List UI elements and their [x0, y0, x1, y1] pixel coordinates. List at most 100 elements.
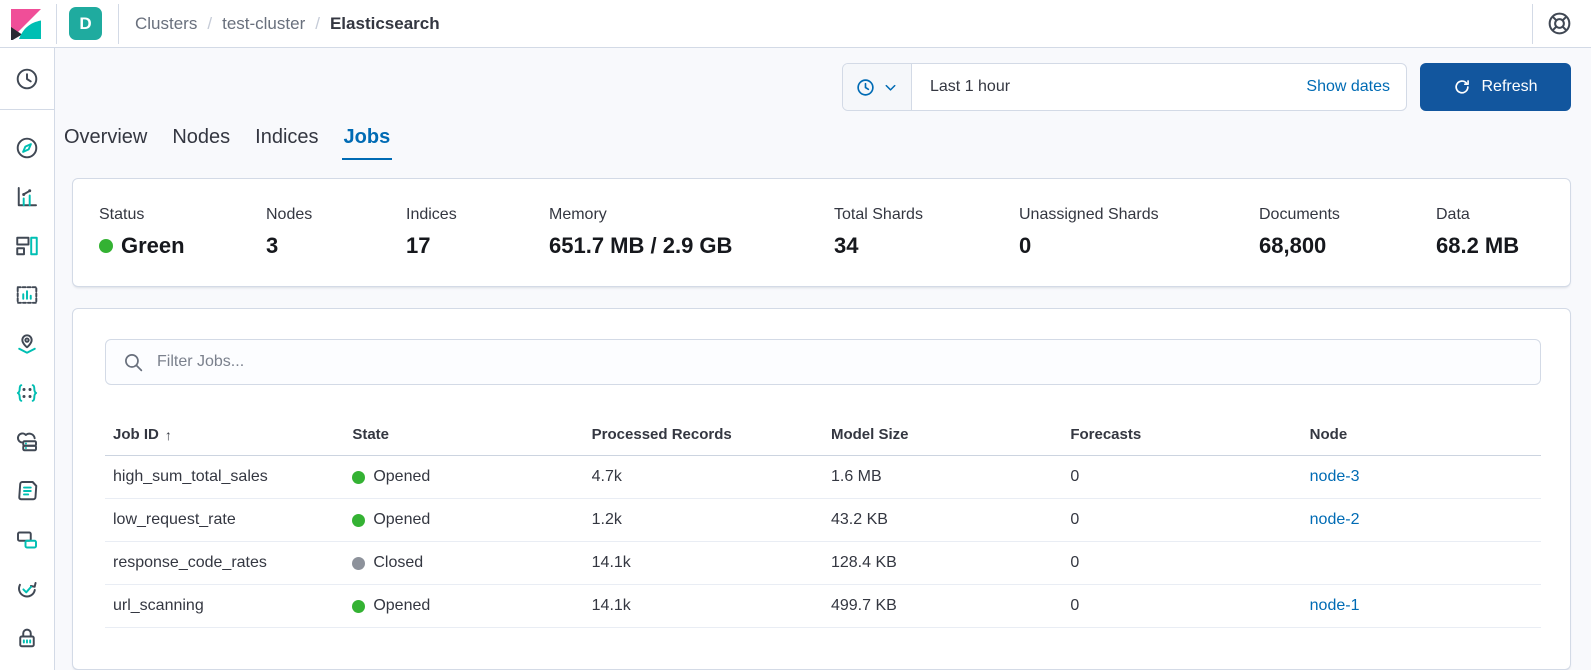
tab-jobs[interactable]: Jobs — [341, 122, 393, 160]
forecasts-cell: 0 — [1070, 511, 1080, 528]
job-id-cell: high_sum_total_sales — [113, 468, 268, 485]
state-cell: Closed — [344, 542, 583, 584]
model-size-cell: 499.7 KB — [830, 597, 897, 614]
stat-data: Data 68.2 MB — [1436, 205, 1570, 260]
deployment-badge[interactable]: D — [69, 7, 102, 40]
stat-value: 3 — [266, 233, 279, 258]
state-dot — [352, 513, 366, 527]
node-link[interactable]: node-3 — [1309, 468, 1360, 485]
sidebar-item-metrics[interactable] — [0, 417, 54, 466]
processed-records-cell: 1.2k — [591, 511, 622, 528]
stat-documents: Documents 68,800 — [1259, 205, 1436, 260]
table-row: high_sum_total_sales Opened 4.7k 1.6 MB … — [105, 456, 1541, 499]
cloud-server-icon — [16, 431, 37, 451]
sidebar-item-security[interactable] — [0, 613, 54, 662]
document-lines-icon — [18, 480, 38, 500]
processed-records-cell: 14.1k — [591, 554, 631, 571]
top-header: D Clusters / test-cluster / Elasticsearc… — [0, 0, 1591, 48]
stat-value: 68.2 MB — [1436, 233, 1520, 258]
state-dot — [352, 599, 366, 613]
search-icon — [125, 353, 143, 371]
sort-ascending-icon: ↑ — [164, 426, 172, 443]
stat-value: 0 — [1019, 233, 1032, 258]
main-content: Last 1 hour Show dates Refresh Overview … — [55, 48, 1591, 670]
stat-label: Unassigned Shards — [1019, 206, 1159, 223]
show-dates-link[interactable]: Show dates — [1306, 78, 1390, 95]
refresh-button[interactable]: Refresh — [1420, 63, 1571, 111]
sidebar-item-visualize[interactable] — [0, 172, 54, 221]
breadcrumb-test-cluster[interactable]: test-cluster — [222, 13, 306, 33]
breadcrumb-elasticsearch: Elasticsearch — [329, 13, 440, 33]
stat-label: Memory — [549, 206, 607, 223]
column-header-model-size[interactable]: Model Size — [830, 426, 909, 443]
column-header-forecasts[interactable]: Forecasts — [1070, 426, 1142, 443]
clock-icon — [16, 68, 38, 89]
stat-label: Nodes — [266, 206, 313, 223]
query-toolbar: Last 1 hour Show dates Refresh — [55, 48, 1591, 111]
sidebar-item-maps[interactable] — [0, 319, 54, 368]
check-circle-arrow-icon — [18, 581, 37, 597]
jobs-filter-input[interactable] — [157, 353, 1523, 371]
clock-icon — [857, 78, 874, 96]
node-link[interactable]: node-2 — [1309, 511, 1360, 528]
node-link[interactable]: node-1 — [1309, 597, 1360, 614]
stat-value: 34 — [834, 233, 859, 258]
chevron-down-icon — [885, 84, 896, 91]
kibana-logo-icon[interactable] — [10, 8, 42, 40]
state-dot — [352, 470, 366, 484]
sidebar-item-uptime[interactable] — [0, 564, 54, 613]
table-row: response_code_rates Closed 14.1k 128.4 K… — [105, 542, 1541, 585]
stat-unassigned-shards: Unassigned Shards 0 — [1019, 205, 1259, 260]
processed-records-cell: 4.7k — [591, 468, 622, 485]
tab-overview[interactable]: Overview — [64, 126, 148, 148]
stacked-rects-icon — [17, 531, 37, 548]
refresh-button-label: Refresh — [1481, 78, 1538, 95]
time-picker: Last 1 hour Show dates — [842, 63, 1407, 111]
breadcrumb: Clusters / test-cluster / Elasticsearch — [135, 14, 440, 34]
column-header-processed-records[interactable]: Processed Records — [591, 426, 732, 443]
column-header-node[interactable]: Node — [1309, 426, 1348, 443]
stat-label: Total Shards — [834, 206, 923, 223]
stat-value: 17 — [406, 233, 431, 258]
stat-value: 651.7 MB / 2.9 GB — [549, 233, 733, 258]
time-picker-quick-menu[interactable] — [843, 64, 912, 110]
refresh-icon — [1455, 80, 1470, 94]
tab-nodes[interactable]: Nodes — [172, 126, 231, 148]
section-tabs: Overview Nodes Indices Jobs — [55, 111, 1591, 160]
breadcrumb-clusters[interactable]: Clusters — [135, 13, 198, 33]
sidebar-item-dashboard[interactable] — [0, 221, 54, 270]
table-row: url_scanning Opened 14.1k 499.7 KB 0 nod… — [105, 585, 1541, 628]
forecasts-cell: 0 — [1070, 554, 1080, 571]
breadcrumb-separator: / — [207, 13, 213, 33]
jobs-table-header: Job ID ↑ State Processed Records Model S… — [105, 414, 1541, 456]
stat-memory: Memory 651.7 MB / 2.9 GB — [549, 205, 834, 260]
state-cell: Opened — [344, 499, 583, 541]
sidebar-item-machine-learning[interactable] — [0, 368, 54, 417]
jobs-table: Job ID ↑ State Processed Records Model S… — [105, 414, 1541, 628]
sidebar-item-logs[interactable] — [0, 466, 54, 515]
job-id-cell: low_request_rate — [113, 511, 236, 528]
sidebar-item-apm[interactable] — [0, 515, 54, 564]
sidebar-item-discover[interactable] — [0, 123, 54, 172]
model-size-cell: 128.4 KB — [830, 554, 897, 571]
map-pin-layers-icon — [18, 333, 36, 354]
stat-label: Data — [1436, 206, 1470, 223]
sidebar-item-recently-viewed[interactable] — [0, 48, 54, 110]
dashboard-grid-icon — [16, 236, 38, 255]
app-sidebar — [0, 48, 55, 670]
stat-total-shards: Total Shards 34 — [834, 205, 1019, 260]
stat-status: Status Green — [99, 205, 266, 260]
sidebar-item-canvas[interactable] — [0, 270, 54, 319]
forecasts-cell: 0 — [1070, 597, 1080, 614]
processed-records-cell: 14.1k — [591, 597, 631, 614]
help-lifebuoy-icon[interactable] — [1547, 11, 1572, 36]
tab-indices[interactable]: Indices — [255, 126, 319, 148]
header-right — [1532, 3, 1572, 44]
time-range-value[interactable]: Last 1 hour — [930, 78, 1011, 95]
stat-indices: Indices 17 — [406, 205, 549, 260]
header-divider — [1532, 3, 1533, 44]
health-status-dot — [99, 239, 113, 253]
state-cell: Opened — [344, 585, 583, 627]
column-header-job-id[interactable]: Job ID ↑ — [113, 426, 172, 443]
column-header-state[interactable]: State — [352, 426, 390, 443]
